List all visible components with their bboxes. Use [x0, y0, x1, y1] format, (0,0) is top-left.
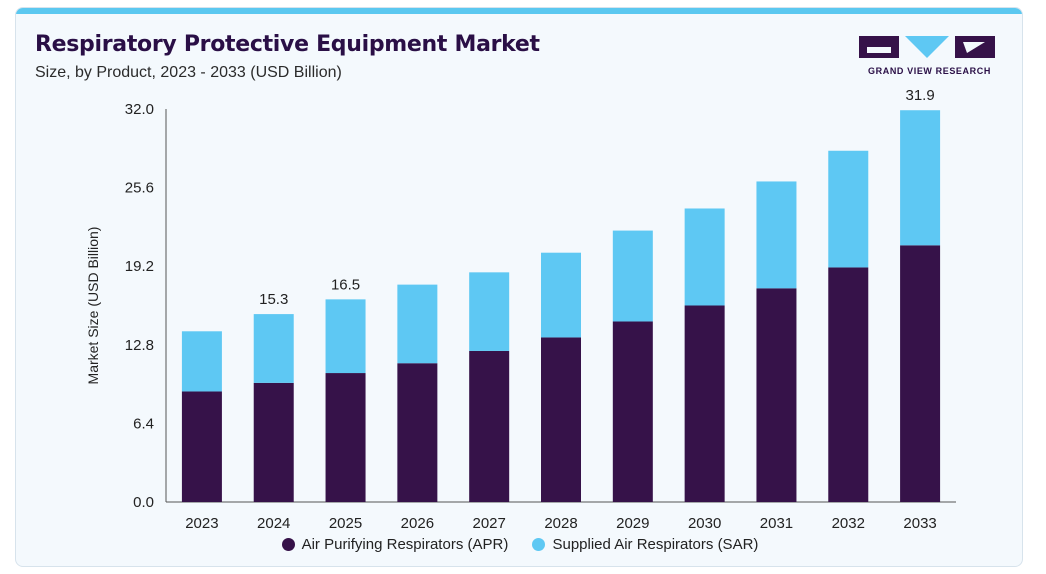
y-tick-label: 25.6: [125, 180, 154, 197]
bar-apr-2027: [469, 350, 510, 502]
legend-label-sar: Supplied Air Respirators (SAR): [552, 536, 759, 553]
x-tick-label: 2031: [760, 515, 793, 532]
y-axis-title: Market Size (USD Billion): [85, 227, 101, 385]
legend-item-apr: Air Purifying Respirators (APR): [281, 536, 509, 553]
x-tick-label: 2032: [832, 515, 865, 532]
bar-apr-2030: [684, 305, 725, 502]
legend-item-sar: Supplied Air Respirators (SAR): [532, 536, 758, 553]
chart-subtitle: Size, by Product, 2023 - 2033 (USD Billi…: [35, 64, 342, 81]
legend-label-apr: Air Purifying Respirators (APR): [301, 536, 509, 553]
legend-swatch-apr: [281, 538, 295, 551]
x-tick-label: 2023: [185, 515, 218, 532]
bar-apr-2023: [181, 391, 222, 502]
y-tick-label: 32.0: [125, 101, 154, 118]
bar-sar-2028: [541, 252, 581, 338]
chart-card: Respiratory Protective Equipment Market …: [15, 7, 1023, 567]
x-tick-label: 2027: [472, 515, 505, 532]
bar-sar-2025: [325, 299, 366, 374]
data-label-2024: 15.3: [259, 291, 288, 308]
bar-sar-2024: [253, 314, 294, 383]
logo-mark: [859, 36, 995, 58]
bar-chart: 0.0 6.4 12.8 19.2 25.6 32.0 Market Size (USD B…: [85, 87, 956, 532]
bar-apr-2026: [397, 363, 438, 502]
x-tick-label: 2025: [329, 515, 362, 532]
legend: Air Purifying Respirators (APR) Supplied…: [16, 536, 1022, 555]
x-tick-label: 2028: [544, 515, 577, 532]
y-tick-label: 0.0: [133, 494, 154, 511]
bar-sar-2026: [397, 284, 438, 364]
bar-apr-2025: [325, 373, 366, 502]
bar-apr-2031: [756, 288, 797, 502]
x-tick-label: 2030: [688, 515, 721, 532]
accent-bar: [16, 8, 1022, 14]
bar-apr-2024: [253, 382, 294, 502]
bar-sar-2031: [756, 181, 797, 289]
bar-sar-2032: [828, 150, 869, 268]
bar-sar-2027: [469, 272, 510, 351]
bar-sar-2030: [684, 208, 725, 306]
logo-text: GRAND VIEW RESEARCH: [868, 66, 991, 76]
data-label-2025: 16.5: [331, 276, 360, 293]
bar-apr-2032: [828, 267, 869, 502]
bar-sar-2033: [900, 110, 941, 246]
y-tick-label: 12.8: [125, 337, 154, 354]
x-tick-label: 2029: [616, 515, 649, 532]
y-tick-label: 19.2: [125, 258, 154, 275]
legend-swatch-sar: [532, 538, 546, 551]
bar-apr-2029: [612, 321, 653, 502]
grand-view-research-logo: GRAND VIEW RESEARCH: [857, 34, 1002, 82]
x-tick-label: 2033: [903, 515, 936, 532]
bar-sar-2023: [181, 331, 222, 392]
x-tick-label: 2024: [257, 515, 290, 532]
y-tick-label: 6.4: [133, 415, 154, 432]
chart-title: Respiratory Protective Equipment Market: [35, 32, 540, 57]
x-tick-label: 2026: [401, 515, 434, 532]
bar-apr-2028: [541, 337, 581, 502]
data-label-2033: 31.9: [905, 87, 934, 104]
bar-sar-2029: [612, 230, 653, 322]
bar-apr-2033: [900, 245, 941, 502]
